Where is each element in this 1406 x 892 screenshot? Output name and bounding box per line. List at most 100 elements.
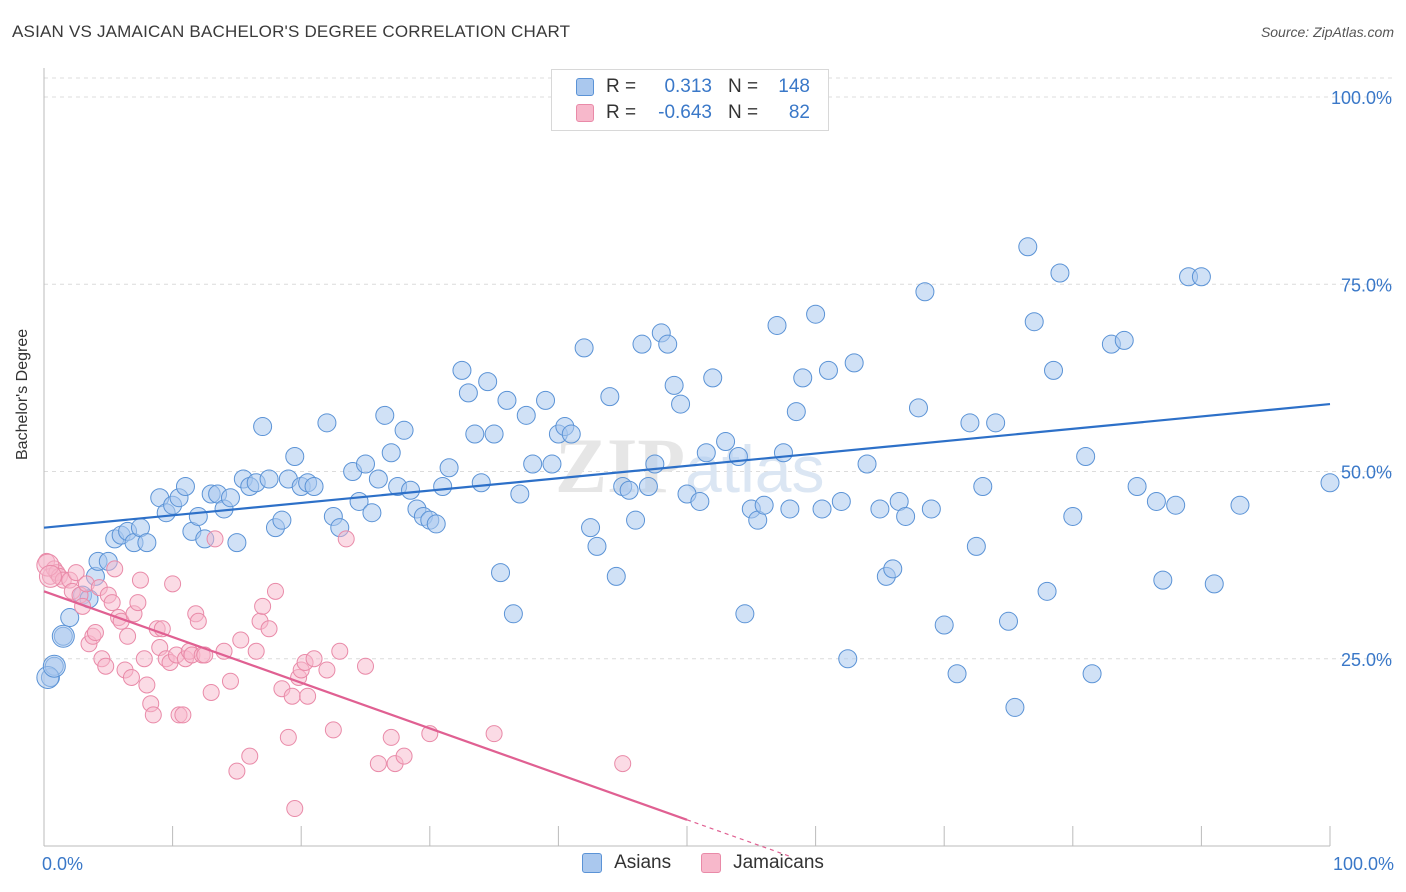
asian-point: [960, 413, 980, 433]
asian-point: [947, 664, 967, 684]
asian-point: [1320, 473, 1340, 493]
asian-point: [497, 390, 517, 410]
y-tick-label: 100.0%: [1331, 88, 1392, 108]
jamaican-point: [283, 687, 301, 705]
asian-point: [831, 491, 851, 511]
jamaican-point: [138, 676, 156, 694]
legend-item-asians[interactable]: Asians: [582, 852, 671, 874]
asian-point: [619, 480, 639, 500]
asian-point: [465, 424, 485, 444]
asian-point: [600, 387, 620, 407]
asian-point: [999, 611, 1018, 631]
jamaican-trendline: [43, 590, 688, 821]
jamaican-point: [131, 571, 149, 589]
asian-point: [516, 405, 536, 425]
jamaicans-swatch: [701, 853, 722, 873]
asian-trendline: [43, 402, 1331, 529]
asian-point: [375, 405, 395, 425]
asian-point: [786, 402, 806, 422]
asian-point: [503, 604, 523, 624]
chart-title: ASIAN VS JAMAICAN BACHELOR'S DEGREE CORR…: [12, 22, 571, 41]
asian-point: [137, 533, 157, 553]
asian-point: [227, 533, 247, 553]
jamaican-point: [254, 597, 272, 615]
jamaican-point: [337, 530, 355, 548]
asian-point: [452, 360, 472, 380]
asian-point: [812, 499, 832, 519]
r-value: 0.313: [664, 76, 712, 97]
y-tick-labels: 25.0% 50.0% 75.0% 100.0%: [1331, 88, 1392, 670]
asian-point: [870, 499, 890, 519]
asian-point: [658, 334, 678, 354]
asian-point: [368, 469, 388, 489]
axes: [43, 68, 1331, 847]
asian-point: [1114, 330, 1134, 350]
jamaican-point: [232, 631, 250, 649]
asian-point: [883, 559, 903, 579]
asian-point: [767, 315, 787, 335]
asian-point: [773, 443, 793, 463]
asian-point: [1191, 267, 1211, 287]
asian-point: [632, 334, 652, 354]
asian-point: [986, 413, 1006, 433]
asian-point: [42, 654, 66, 678]
source-label: Source: ZipAtlas.com: [1260, 24, 1394, 40]
asian-point: [857, 454, 877, 474]
asian-point: [1230, 495, 1250, 515]
trendlines: [43, 402, 1331, 857]
jamaican-point: [485, 725, 503, 743]
asian-point: [1204, 574, 1224, 594]
jamaican-point: [357, 657, 374, 675]
r-value: -0.643: [658, 102, 712, 123]
asian-point: [664, 375, 684, 395]
asian-point: [510, 484, 530, 504]
asian-point: [362, 503, 382, 523]
jamaican-point: [286, 800, 304, 818]
asian-point: [728, 447, 748, 467]
jamaican-point: [119, 627, 137, 645]
jamaican-point: [614, 755, 632, 773]
r-label: R =: [606, 76, 637, 97]
asian-point: [317, 413, 337, 433]
jamaican-point: [331, 642, 349, 660]
asian-point: [915, 282, 935, 302]
asian-point: [356, 454, 375, 474]
legend-item-jamaicans[interactable]: Jamaicans: [701, 852, 824, 874]
jamaican-point: [206, 530, 224, 548]
gridlines: [44, 77, 1392, 660]
jamaican-point: [135, 650, 153, 668]
asian-point: [1146, 491, 1166, 511]
asian-point: [1018, 237, 1038, 257]
jamaican-point: [266, 582, 284, 600]
asian-point: [1050, 263, 1070, 283]
legend-label-jamaicans: Jamaicans: [733, 852, 824, 873]
asian-point: [175, 476, 195, 496]
asian-point: [973, 476, 993, 496]
asian-point: [806, 304, 826, 324]
n-label: N =: [728, 102, 759, 123]
jamaican-point: [67, 564, 85, 582]
asian-point: [304, 476, 324, 496]
jamaican-point: [122, 668, 140, 686]
asian-point: [1153, 570, 1173, 590]
n-value: 82: [788, 102, 810, 123]
asian-point: [1005, 697, 1025, 717]
asian-point: [780, 499, 800, 519]
asian-point: [561, 424, 581, 444]
jamaican-point: [103, 594, 121, 612]
jamaican-points: [36, 530, 632, 818]
asian-point: [285, 447, 305, 467]
asian-point: [1044, 360, 1064, 380]
legend-row-jamaicans: R = -0.643 N = 82: [576, 101, 810, 125]
asian-point: [542, 454, 562, 474]
asian-point: [1063, 506, 1083, 526]
asian-point: [458, 383, 478, 403]
jamaican-point: [106, 560, 124, 578]
asian-point: [259, 469, 279, 489]
asian-point: [1082, 664, 1102, 684]
asian-point: [478, 372, 498, 392]
n-label: N =: [728, 76, 759, 97]
x-tick-label-max: 100.0%: [1333, 854, 1394, 874]
asian-point: [844, 353, 864, 373]
jamaican-point: [241, 747, 259, 765]
